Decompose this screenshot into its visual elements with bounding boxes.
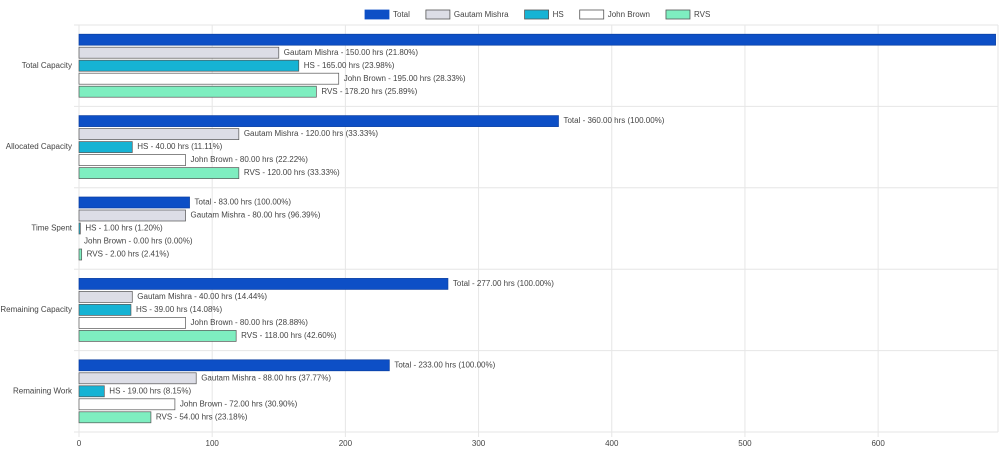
value-label: Gautam Mishra - 150.00 hrs (21.80%) [284,48,419,57]
legend-swatch [524,9,549,20]
bar [78,304,132,316]
x-tick-label: 600 [871,439,885,448]
legend-swatch [364,9,390,20]
bar [78,330,237,342]
value-label: John Brown - 80.00 hrs (28.88%) [191,318,309,327]
legend-label: Gautam Mishra [454,10,509,19]
bar [78,85,317,98]
x-tick-label: 300 [472,439,486,448]
x-tick-label: 500 [738,439,752,448]
bar [78,385,105,398]
legend-swatch [579,9,605,20]
bar [78,128,240,140]
bar [78,141,133,153]
legend-swatch [425,9,451,20]
value-label: Total - 83.00 hrs (100.00%) [195,198,292,207]
legend-label: John Brown [608,10,650,19]
bar [78,372,197,385]
value-label: HS - 1.00 hrs (1.20%) [85,224,163,233]
bar [78,359,390,372]
value-label: Total - 360.00 hrs (100.00%) [563,116,664,125]
bar [78,398,176,411]
bar [78,317,186,329]
bar [78,209,186,222]
value-label: RVS - 120.00 hrs (33.33%) [244,168,340,177]
legend-label: Total [393,10,410,19]
value-label: RVS - 118.00 hrs (42.60%) [241,331,337,340]
bar [78,222,81,235]
bar [78,248,83,261]
y-tick-label: Remaining Capacity [0,305,72,314]
bar [78,115,559,127]
bar [78,72,340,85]
value-label: HS - 19.00 hrs (8.15%) [109,386,191,395]
value-label: RVS - 2.00 hrs (2.41%) [87,250,170,259]
value-label: RVS - 178.20 hrs (25.89%) [321,87,417,96]
value-label: Gautam Mishra - 40.00 hrs (14.44%) [137,292,267,301]
legend-swatch [665,9,691,20]
value-label: John Brown - 80.00 hrs (22.22%) [191,155,309,164]
y-tick-label: Total Capacity [22,61,72,70]
value-label: Total - 277.00 hrs (100.00%) [453,279,554,288]
bar [78,46,280,59]
value-label: RVS - 54.00 hrs (23.18%) [156,412,248,421]
x-tick-label: 200 [339,439,353,448]
y-tick-label: Remaining Work [13,386,73,395]
bar [78,33,996,46]
x-tick-label: 0 [77,439,82,448]
y-tick-label: Allocated Capacity [6,142,72,151]
bar [78,196,190,209]
value-label: HS - 40.00 hrs (11.11%) [137,142,222,151]
value-label: HS - 165.00 hrs (23.98%) [304,61,395,70]
value-label: John Brown - 195.00 hrs (28.33%) [344,74,466,83]
value-label: John Brown - 72.00 hrs (30.90%) [180,399,298,408]
bar [78,411,152,424]
value-label: Gautam Mishra - 88.00 hrs (37.77%) [201,373,331,382]
bar [78,154,186,166]
bar [78,278,449,290]
value-label: Gautam Mishra - 80.00 hrs (96.39%) [191,211,321,220]
legend-label: RVS [694,10,710,19]
legend-label: HS [553,10,564,19]
value-label: John Brown - 0.00 hrs (0.00%) [84,237,193,246]
bar [78,291,133,303]
value-label: Total - 233.00 hrs (100.00%) [394,360,495,369]
y-tick-label: Time Spent [31,224,72,233]
x-tick-label: 400 [605,439,619,448]
bar [78,59,300,72]
bar [78,167,240,179]
x-tick-label: 100 [206,439,220,448]
value-label: Gautam Mishra - 120.00 hrs (33.33%) [244,129,379,138]
value-label: HS - 39.00 hrs (14.08%) [136,305,223,314]
